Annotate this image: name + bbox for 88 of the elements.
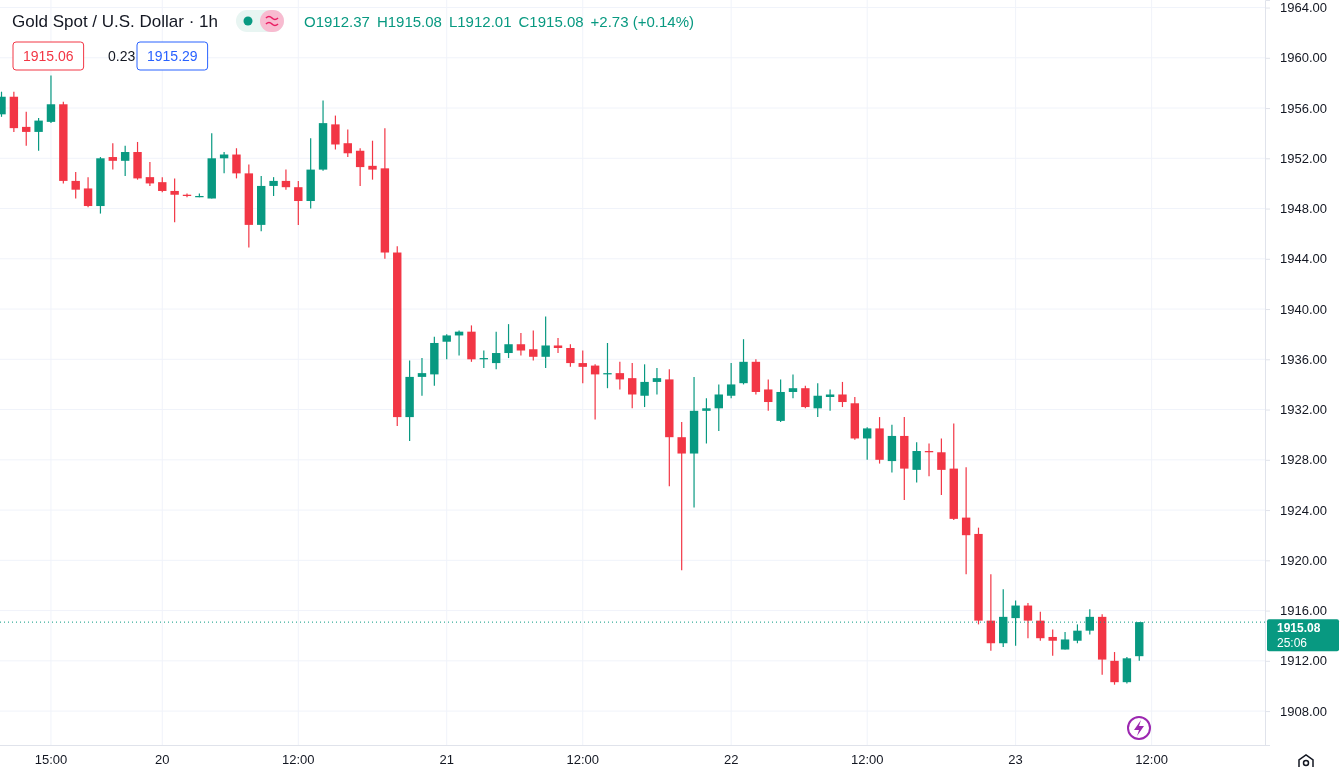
y-tick-label: 1928.00 <box>1280 452 1327 468</box>
candlestick <box>961 466 971 575</box>
candlestick <box>294 180 303 226</box>
candlestick <box>1048 628 1057 657</box>
candlestick <box>442 333 451 360</box>
candlestick <box>417 357 427 397</box>
candlestick <box>1073 623 1082 644</box>
candlestick <box>170 177 179 223</box>
candlestick <box>46 74 56 124</box>
candlestick <box>652 367 662 396</box>
y-tick-label: 1932.00 <box>1280 402 1327 418</box>
annotation: O1912.37 <box>303 13 370 30</box>
annotation: 0.23 <box>108 48 136 64</box>
x-tick-label: 15:00 <box>34 752 68 767</box>
y-tick-label: 1916.00 <box>1280 603 1327 619</box>
candlestick <box>34 117 43 152</box>
candlestick <box>912 441 921 484</box>
y-tick-label: 1964.00 <box>1280 0 1327 16</box>
x-tick-label: 12:00 <box>1135 752 1168 767</box>
candlestick <box>862 426 872 461</box>
candlestick <box>1110 651 1119 686</box>
candlestick <box>331 114 340 151</box>
candlestick <box>269 176 278 197</box>
candlestick <box>553 337 563 354</box>
candlestick <box>677 421 686 571</box>
candlestick <box>232 147 241 179</box>
candlestick <box>628 362 637 409</box>
x-tick-label: 22 <box>723 752 739 767</box>
candlestick <box>1122 656 1132 685</box>
annotation: C1915.08 <box>518 13 584 30</box>
candlestick <box>529 329 538 362</box>
candlestick <box>504 323 513 359</box>
candlestick <box>83 176 93 208</box>
candlestick <box>825 388 835 412</box>
candlestick <box>22 111 31 147</box>
y-tick-label: 1936.00 <box>1280 351 1327 367</box>
candlestick <box>986 573 996 652</box>
candlestick <box>615 361 625 391</box>
candlestick <box>1023 602 1033 639</box>
ref-line-label: 1915.08 <box>1277 621 1321 636</box>
candlestick <box>813 382 822 418</box>
candlestick <box>108 142 118 171</box>
candlestick <box>120 145 130 177</box>
x-tick-label: 12:00 <box>850 752 884 767</box>
text: Gold Spot / U.S. Dollar · 1h <box>12 12 218 31</box>
y-tick-label: 1940.00 <box>1280 301 1327 317</box>
candlestick <box>788 373 798 399</box>
candlestick <box>937 437 946 496</box>
candlestick <box>578 349 587 384</box>
candlestick <box>801 385 810 409</box>
candlestick <box>541 315 550 369</box>
x-tick-label: 12:00 <box>282 752 315 767</box>
annotation: H1915.08 <box>376 13 442 30</box>
candlestick <box>702 397 711 445</box>
y-tick-label: 1924.00 <box>1280 502 1327 518</box>
y-tick-label: 1956.00 <box>1280 100 1327 116</box>
annotation: 1915.06 <box>23 48 74 64</box>
x-tick-label: 21 <box>439 752 454 767</box>
candlestick <box>726 362 736 399</box>
candlestick <box>838 381 847 408</box>
y-tick-label: 1948.00 <box>1280 201 1327 217</box>
candlestick <box>714 383 723 432</box>
annotation: 1915.29 <box>147 48 198 64</box>
candlestick <box>491 331 501 370</box>
candlestick <box>566 343 575 368</box>
candlestick <box>739 338 748 386</box>
candlestick <box>640 363 649 408</box>
candlestick <box>764 378 773 412</box>
x-tick-label: 12:00 <box>566 752 600 767</box>
y-tick-label: 1920.00 <box>1280 552 1327 568</box>
y-tick-label: 1960.00 <box>1280 50 1327 66</box>
y-tick-label: 1912.00 <box>1280 653 1327 669</box>
candlestick <box>281 169 291 191</box>
annotation: +2.73 (+0.14%) <box>590 13 694 30</box>
candlestick <box>1036 611 1045 642</box>
candlestick <box>343 128 352 158</box>
x-tick-label: 23 <box>1008 752 1023 767</box>
candlestick <box>516 332 526 357</box>
annotation: L1912.01 <box>448 13 512 30</box>
x-tick-label: 20 <box>155 752 170 767</box>
candlestick <box>355 147 365 187</box>
y-tick-label: 1944.00 <box>1280 251 1327 267</box>
y-tick-label: 1908.00 <box>1280 703 1327 719</box>
text: 25:06 <box>1277 636 1308 651</box>
y-tick-label: 1952.00 <box>1280 150 1327 166</box>
candlestick <box>145 161 155 187</box>
candlestick <box>368 140 377 181</box>
candlestick <box>71 171 80 200</box>
